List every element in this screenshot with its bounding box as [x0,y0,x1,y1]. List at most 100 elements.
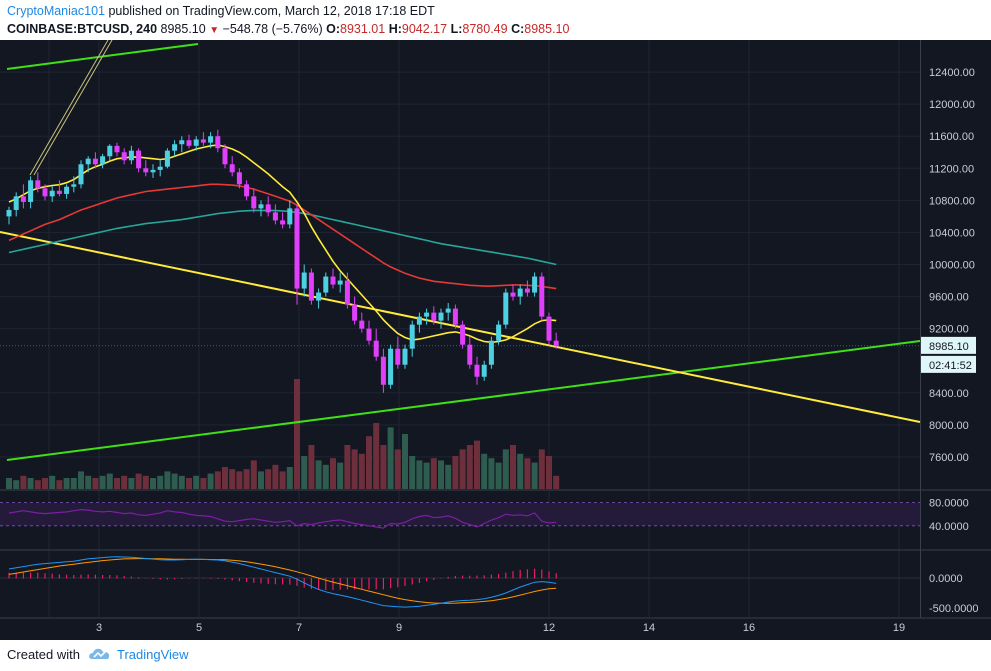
rsi-band [0,502,920,526]
tradingview-logo-icon[interactable] [88,645,112,663]
volume-bar [229,469,236,489]
volume-bar [13,480,20,489]
volume-bar [423,462,430,489]
fan-line-1 [29,39,109,176]
candle-body [402,348,408,365]
candle-body [92,158,98,165]
volume-bar [6,478,12,489]
macd-tick-label: 0.0000 [929,573,963,585]
y-tick-label: 7600.00 [929,452,969,464]
volume-bar [430,458,437,489]
y-tick-label: 9200.00 [929,324,969,336]
volume-bar [308,445,315,489]
moving-averages [8,144,557,344]
volume-bar [402,434,408,489]
candle-body [186,140,192,146]
down-arrow-icon: ▼ [209,25,220,36]
open-value: 8931.01 [340,22,386,36]
volume-bar [34,480,41,489]
high-label: H: [388,22,402,36]
candle-body [172,144,178,151]
candle-body [222,148,228,165]
macd-tick-label: -500.0000 [929,603,979,615]
volume-bar [236,471,243,489]
volume-bar [373,423,380,489]
candle-body [344,280,350,305]
volume-bar [49,475,56,489]
candle-body [71,184,77,187]
footer: Created with TradingView [0,640,991,671]
x-tick-label: 9 [396,622,402,634]
candle-body [330,276,336,285]
macd-pane [0,556,920,608]
volume-bar [409,456,416,489]
candle-body [539,276,545,317]
candle-body [308,272,314,301]
trend-lines[interactable] [0,39,921,461]
symbol-line: COINBASE:BTCUSD, 240 8985.10 ▼ −548.78 (… [7,22,569,36]
x-tick-label: 5 [196,622,202,634]
candle-body [136,150,142,169]
price-axis[interactable]: 12400.00 12000.00 11600.00 11200.00 10800.00… [921,67,979,615]
volume-bar [416,460,423,489]
candle-body [42,188,48,197]
volume-bars [6,379,560,489]
volume-bar [322,464,329,489]
y-tick-label: 12400.00 [929,67,975,79]
volume-bar [214,471,221,489]
y-tick-label: 10000.00 [929,260,975,272]
volume-bar [178,475,185,489]
volume-bar [250,460,257,489]
volume-bar [481,453,488,489]
y-tick-label: 12000.00 [929,99,975,111]
candle-body [452,308,458,325]
candle-body [431,312,437,321]
candle-body [352,304,358,321]
close-value: 8985.10 [524,22,570,36]
candle-body [143,168,149,173]
volume-bar [78,471,84,489]
created-with-text: Created with [7,647,80,662]
volume-bar [351,449,358,489]
volume-bar [495,462,502,489]
price-change: −548.78 (−5.76%) [222,22,323,36]
volume-bar [243,469,250,489]
chart-canvas[interactable]: 12400.00 12000.00 11600.00 11200.00 10800.00… [0,39,991,640]
candle-body [107,145,113,157]
candle-body [208,136,214,143]
volume-bar [157,475,164,489]
candle-body [28,180,34,202]
candle-body [85,158,91,165]
tradingview-link[interactable]: TradingView [117,647,189,662]
volume-bar [279,471,286,489]
candle-body [215,136,221,149]
volume-bar [466,445,473,489]
volume-bar [70,478,77,489]
volume-bar [99,475,106,489]
volume-bar [171,473,178,489]
candle-body [524,288,530,293]
volume-bar [445,464,452,489]
volume-bar [394,449,401,489]
candle-body [157,166,163,170]
time-axis[interactable]: 3 5 7 9 12 14 16 19 [96,622,905,634]
volume-bar [128,478,135,489]
candle-body [20,196,26,202]
volume-bar [337,462,344,489]
volume-bar [459,449,466,489]
candle-body [416,316,422,325]
symbol-name[interactable]: COINBASE:BTCUSD, 240 [7,22,158,36]
candle-body [388,348,394,385]
chart-area[interactable]: 12400.00 12000.00 11600.00 11200.00 10800.00… [0,39,991,640]
low-value: 8780.49 [462,22,508,36]
x-tick-label: 14 [643,622,655,634]
y-tick-label: 8000.00 [929,420,969,432]
candle-body [258,204,264,209]
author-link[interactable]: CryptoManiac101 [7,4,105,18]
candle-body [13,196,19,210]
volume-bar [380,445,387,489]
candle-body [78,164,84,185]
y-tick-label: 11200.00 [929,163,974,175]
volume-bar [488,458,495,489]
candle-body [56,190,62,194]
